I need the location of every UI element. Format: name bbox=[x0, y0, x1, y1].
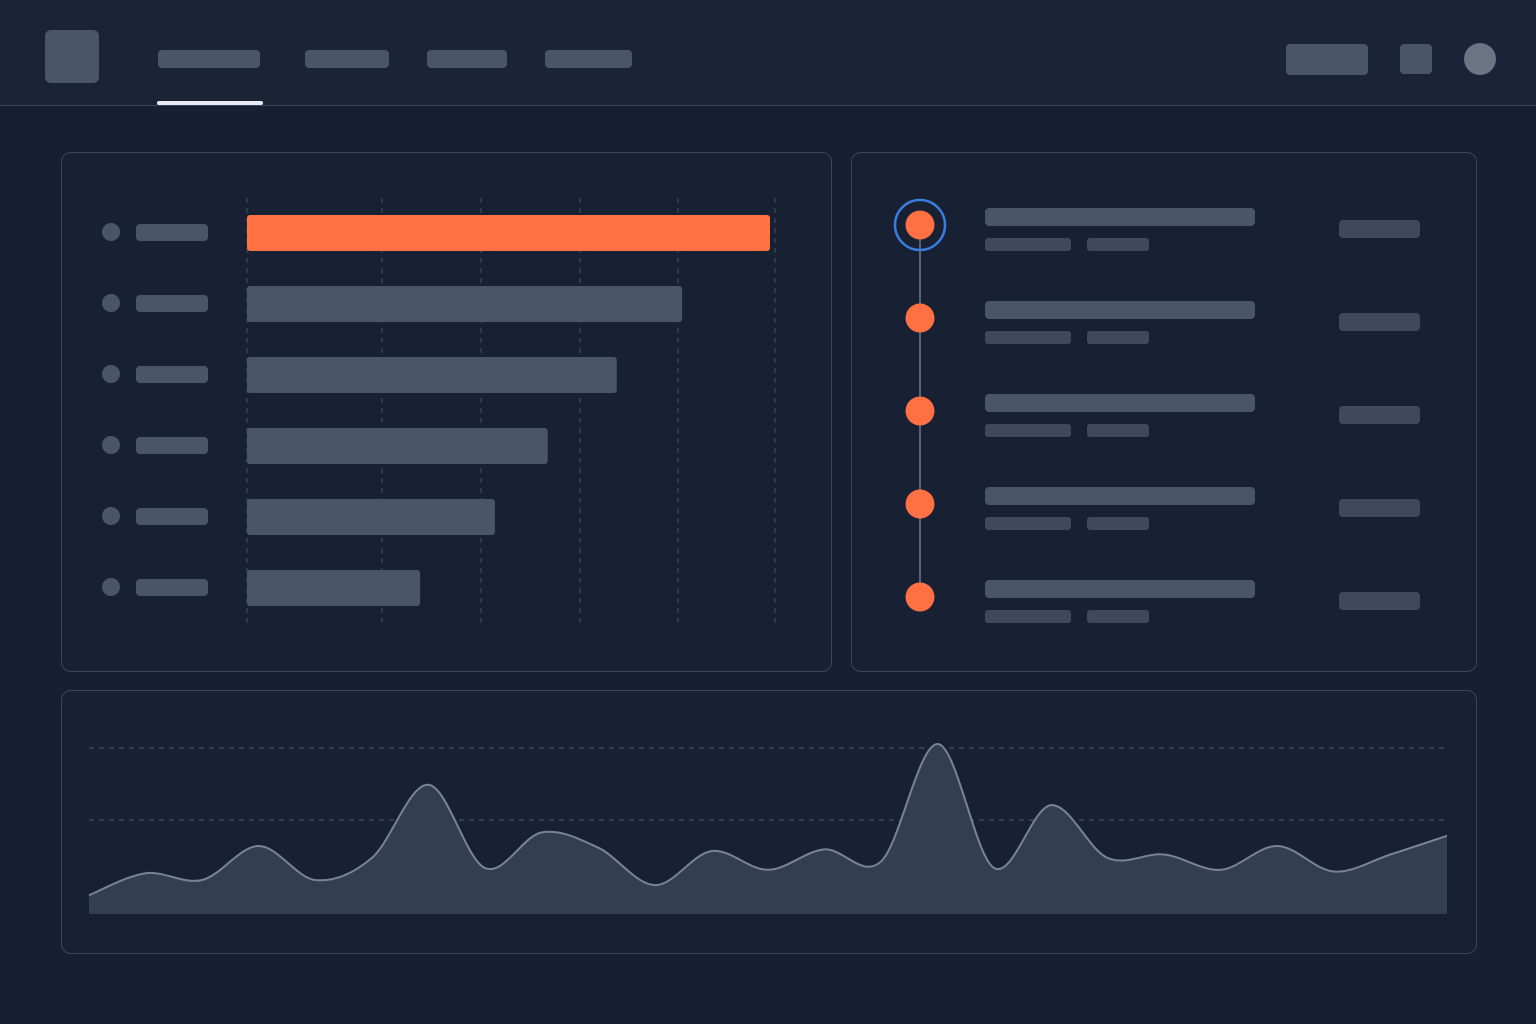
bar[interactable] bbox=[247, 428, 548, 464]
timeline-dot-icon bbox=[905, 303, 935, 333]
row-bullet-icon bbox=[102, 294, 120, 312]
timeline-item-meta bbox=[1087, 424, 1149, 437]
bar-chart-rows bbox=[102, 215, 770, 606]
bar-chart-gridlines bbox=[246, 198, 776, 623]
timeline-item-meta bbox=[985, 424, 1071, 437]
timeline-item-meta bbox=[1087, 331, 1149, 344]
timeline-item-meta bbox=[985, 610, 1071, 623]
bar-row[interactable] bbox=[102, 286, 683, 322]
bar[interactable] bbox=[247, 570, 421, 606]
bar[interactable] bbox=[247, 286, 683, 322]
area-line bbox=[88, 742, 1448, 897]
bar[interactable] bbox=[247, 499, 495, 535]
timeline-item[interactable] bbox=[905, 487, 1421, 530]
timeline-dot-icon bbox=[905, 582, 935, 612]
timeline-item-title bbox=[985, 487, 1255, 505]
timeline-dot-icon bbox=[905, 489, 935, 519]
timeline-item[interactable] bbox=[893, 198, 1420, 252]
row-label bbox=[136, 224, 208, 241]
timeline-item-value bbox=[1339, 592, 1420, 610]
bar[interactable] bbox=[247, 215, 770, 251]
header-action-button[interactable] bbox=[1286, 44, 1368, 75]
nav-tab-2[interactable] bbox=[305, 50, 389, 68]
timeline-item-value bbox=[1339, 220, 1420, 238]
area-chart bbox=[88, 742, 1448, 914]
user-avatar[interactable] bbox=[1464, 43, 1496, 75]
row-label bbox=[136, 579, 208, 596]
row-label bbox=[136, 437, 208, 454]
timeline-item-value bbox=[1339, 499, 1420, 517]
bar[interactable] bbox=[247, 357, 617, 393]
timeline-item-meta bbox=[985, 331, 1071, 344]
bar-row[interactable] bbox=[102, 428, 548, 464]
nav-tab-3[interactable] bbox=[427, 50, 507, 68]
bar-row[interactable] bbox=[102, 357, 617, 393]
timeline-dot-icon bbox=[905, 396, 935, 426]
bar-row[interactable] bbox=[102, 215, 770, 251]
active-tab-indicator bbox=[157, 101, 263, 105]
timeline-item-meta bbox=[985, 517, 1071, 530]
app-logo-icon[interactable] bbox=[45, 30, 99, 83]
selection-ring-icon bbox=[893, 198, 947, 252]
timeline-item-meta bbox=[1087, 517, 1149, 530]
timeline-item[interactable] bbox=[905, 394, 1421, 437]
header-square-icon[interactable] bbox=[1400, 44, 1432, 74]
row-bullet-icon bbox=[102, 436, 120, 454]
timeline-item-value bbox=[1339, 313, 1420, 331]
nav-tab-4[interactable] bbox=[545, 50, 632, 68]
timeline-item-meta bbox=[1087, 238, 1149, 251]
timeline-item-title bbox=[985, 208, 1255, 226]
row-label bbox=[136, 295, 208, 312]
timeline-dot-icon bbox=[905, 210, 935, 240]
area-fill bbox=[89, 743, 1447, 914]
bar-row[interactable] bbox=[102, 499, 495, 535]
timeline-item-meta bbox=[985, 238, 1071, 251]
row-bullet-icon bbox=[102, 507, 120, 525]
timeline-item-title bbox=[985, 394, 1255, 412]
top-bar bbox=[0, 0, 1536, 106]
row-bullet-icon bbox=[102, 365, 120, 383]
timeline-item-title bbox=[985, 301, 1255, 319]
timeline-item-meta bbox=[1087, 610, 1149, 623]
row-label bbox=[136, 366, 208, 383]
timeline-list bbox=[893, 198, 1421, 623]
row-bullet-icon bbox=[102, 578, 120, 596]
nav-tab-1[interactable] bbox=[158, 50, 260, 68]
timeline-item[interactable] bbox=[905, 580, 1421, 623]
row-label bbox=[136, 508, 208, 525]
timeline-item[interactable] bbox=[905, 301, 1421, 344]
timeline-item-title bbox=[985, 580, 1255, 598]
row-bullet-icon bbox=[102, 223, 120, 241]
bar-row[interactable] bbox=[102, 570, 421, 606]
timeline-item-value bbox=[1339, 406, 1420, 424]
